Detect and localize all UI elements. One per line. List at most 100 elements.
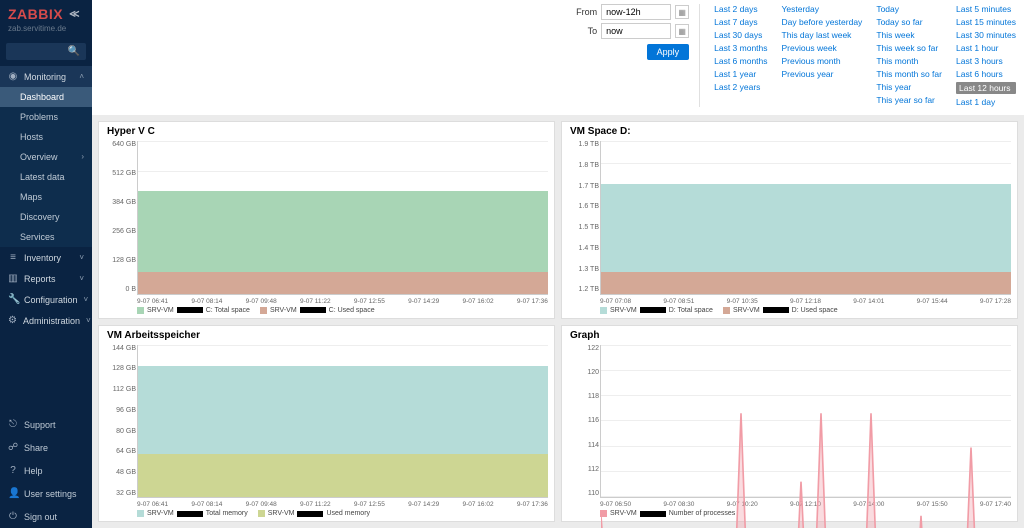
panel-title: VM Space D: bbox=[562, 122, 1017, 141]
preset-this-day-last-week[interactable]: This day last week bbox=[782, 30, 863, 40]
preset-last-30-days[interactable]: Last 30 days bbox=[714, 30, 767, 40]
preset-last-6-hours[interactable]: Last 6 hours bbox=[956, 69, 1016, 79]
preset-this-month[interactable]: This month bbox=[876, 56, 942, 66]
brand-name: ZABBIX bbox=[8, 6, 63, 22]
preset-previous-week[interactable]: Previous week bbox=[782, 43, 863, 53]
chevron-down-icon: ˅ bbox=[79, 274, 84, 283]
preset-this-month-so-far[interactable]: This month so far bbox=[876, 69, 942, 79]
preset-last-30-minutes[interactable]: Last 30 minutes bbox=[956, 30, 1016, 40]
panel-title: Graph bbox=[562, 326, 1017, 345]
nav-reports[interactable]: ▥ Reports ˅ bbox=[0, 268, 92, 289]
support-icon: ⎋ bbox=[8, 419, 18, 430]
panel-hyper-v-c: Hyper V C640 GB512 GB384 GB256 GB128 GB0… bbox=[98, 121, 555, 319]
nav-monitoring[interactable]: ◉ Monitoring ˄ bbox=[0, 66, 92, 87]
preset-last-2-days[interactable]: Last 2 days bbox=[714, 4, 767, 14]
logo[interactable]: ZABBIX ≪ bbox=[8, 6, 84, 22]
sidebar-item-overview[interactable]: Overview› bbox=[0, 147, 92, 167]
bottom-user-settings[interactable]: 👤User settings bbox=[0, 482, 92, 505]
preset-last-1-hour[interactable]: Last 1 hour bbox=[956, 43, 1016, 53]
legend-item: SRV-VM Used memory bbox=[258, 510, 370, 517]
preset-last-7-days[interactable]: Last 7 days bbox=[714, 17, 767, 27]
time-picker: From ▦ To ▦ Apply Last 2 days Last 7 days… bbox=[569, 4, 1016, 107]
list-icon: ≡ bbox=[8, 252, 18, 263]
panel-vm-arbeitsspeicher: VM Arbeitsspeicher144 GB128 GB112 GB96 G… bbox=[98, 325, 555, 523]
bottom-sign-out[interactable]: ⏻Sign out bbox=[0, 505, 92, 528]
share-icon: ☍ bbox=[8, 442, 18, 453]
preset-last-15-minutes[interactable]: Last 15 minutes bbox=[956, 17, 1016, 27]
preset-last-1-day[interactable]: Last 1 day bbox=[956, 97, 1016, 107]
preset-last-3-hours[interactable]: Last 3 hours bbox=[956, 56, 1016, 66]
apply-button[interactable]: Apply bbox=[647, 44, 690, 60]
time-inputs: From ▦ To ▦ Apply bbox=[569, 4, 689, 107]
collapse-icon[interactable]: ≪ bbox=[69, 9, 80, 20]
preset-this-week-so-far[interactable]: This week so far bbox=[876, 43, 942, 53]
series-area bbox=[601, 272, 1011, 293]
sidebar-item-problems[interactable]: Problems bbox=[0, 107, 92, 127]
logo-area: ZABBIX ≪ zab.servitime.de bbox=[0, 0, 92, 37]
from-label: From bbox=[569, 7, 597, 17]
nav-inventory[interactable]: ≡ Inventory ˅ bbox=[0, 247, 92, 268]
bottom-share[interactable]: ☍Share bbox=[0, 436, 92, 459]
panel-grid: Hyper V C640 GB512 GB384 GB256 GB128 GB0… bbox=[92, 115, 1024, 528]
preset-last-6-months[interactable]: Last 6 months bbox=[714, 56, 767, 66]
preset-previous-year[interactable]: Previous year bbox=[782, 69, 863, 79]
nav-configuration-label: Configuration bbox=[24, 295, 78, 305]
chevron-down-icon: ˅ bbox=[84, 295, 89, 304]
to-label: To bbox=[569, 26, 597, 36]
preset-last-5-minutes[interactable]: Last 5 minutes bbox=[956, 4, 1016, 14]
preset-last-1-year[interactable]: Last 1 year bbox=[714, 69, 767, 79]
host-label: zab.servitime.de bbox=[8, 24, 84, 33]
legend-item: SRV-VM D: Total space bbox=[600, 307, 713, 314]
search-box[interactable]: 🔍 bbox=[6, 43, 86, 60]
preset-yesterday[interactable]: Yesterday bbox=[782, 4, 863, 14]
chevron-up-icon: ˄ bbox=[79, 72, 84, 81]
preset-last-2-years[interactable]: Last 2 years bbox=[714, 82, 767, 92]
sidebar-item-hosts[interactable]: Hosts bbox=[0, 127, 92, 147]
preset-today-so-far[interactable]: Today so far bbox=[876, 17, 942, 27]
wrench-icon: 🔧 bbox=[8, 294, 18, 305]
from-input[interactable] bbox=[601, 4, 671, 20]
bottom-support[interactable]: ⎋Support bbox=[0, 413, 92, 436]
search-input[interactable] bbox=[12, 47, 68, 57]
main: From ▦ To ▦ Apply Last 2 days Last 7 days… bbox=[92, 0, 1024, 528]
sidebar-item-services[interactable]: Services bbox=[0, 227, 92, 247]
nav-configuration[interactable]: 🔧 Configuration ˅ bbox=[0, 289, 92, 310]
panel-graph: Graph1221201181161141121109-07 06:509-07… bbox=[561, 325, 1018, 523]
user settings-icon: 👤 bbox=[8, 488, 18, 499]
preset-previous-month[interactable]: Previous month bbox=[782, 56, 863, 66]
sidebar-item-latest-data[interactable]: Latest data bbox=[0, 167, 92, 187]
chevron-down-icon: ˅ bbox=[79, 253, 84, 262]
sidebar: ZABBIX ≪ zab.servitime.de 🔍 ◉ Monitoring… bbox=[0, 0, 92, 528]
help-icon: ? bbox=[8, 465, 18, 476]
eye-icon: ◉ bbox=[8, 71, 18, 82]
preset-day-before-yesterday[interactable]: Day before yesterday bbox=[782, 17, 863, 27]
nav-monitoring-label: Monitoring bbox=[24, 72, 66, 82]
preset-today[interactable]: Today bbox=[876, 4, 942, 14]
preset-this-year[interactable]: This year bbox=[876, 82, 942, 92]
preset-last-12-hours[interactable]: Last 12 hours bbox=[956, 82, 1016, 94]
series-area bbox=[138, 272, 548, 293]
to-input[interactable] bbox=[601, 23, 671, 39]
legend-item: SRV-VM D: Used space bbox=[723, 307, 838, 314]
chart-icon: ▥ bbox=[8, 273, 18, 284]
preset-this-week[interactable]: This week bbox=[876, 30, 942, 40]
legend-item: SRV-VM Total memory bbox=[137, 510, 248, 517]
nav-administration[interactable]: ⚙ Administration ˅ bbox=[0, 310, 92, 331]
sidebar-item-maps[interactable]: Maps bbox=[0, 187, 92, 207]
sidebar-item-discovery[interactable]: Discovery bbox=[0, 207, 92, 227]
nav-reports-label: Reports bbox=[24, 274, 56, 284]
bottom-help[interactable]: ?Help bbox=[0, 459, 92, 482]
legend-item: SRV-VM C: Total space bbox=[137, 307, 250, 314]
calendar-from-icon[interactable]: ▦ bbox=[675, 5, 689, 19]
sign out-icon: ⏻ bbox=[8, 511, 18, 522]
chevron-down-icon: ˅ bbox=[86, 316, 91, 325]
line-chart bbox=[601, 345, 1011, 528]
search-icon[interactable]: 🔍 bbox=[68, 46, 80, 57]
sidebar-item-dashboard[interactable]: Dashboard bbox=[0, 87, 92, 107]
nav: ◉ Monitoring ˄ DashboardProblemsHostsOve… bbox=[0, 66, 92, 413]
calendar-to-icon[interactable]: ▦ bbox=[675, 24, 689, 38]
panel-title: VM Arbeitsspeicher bbox=[99, 326, 554, 345]
legend-item: SRV-VM C: Used space bbox=[260, 307, 375, 314]
preset-last-3-months[interactable]: Last 3 months bbox=[714, 43, 767, 53]
preset-this-year-so-far[interactable]: This year so far bbox=[876, 95, 942, 105]
